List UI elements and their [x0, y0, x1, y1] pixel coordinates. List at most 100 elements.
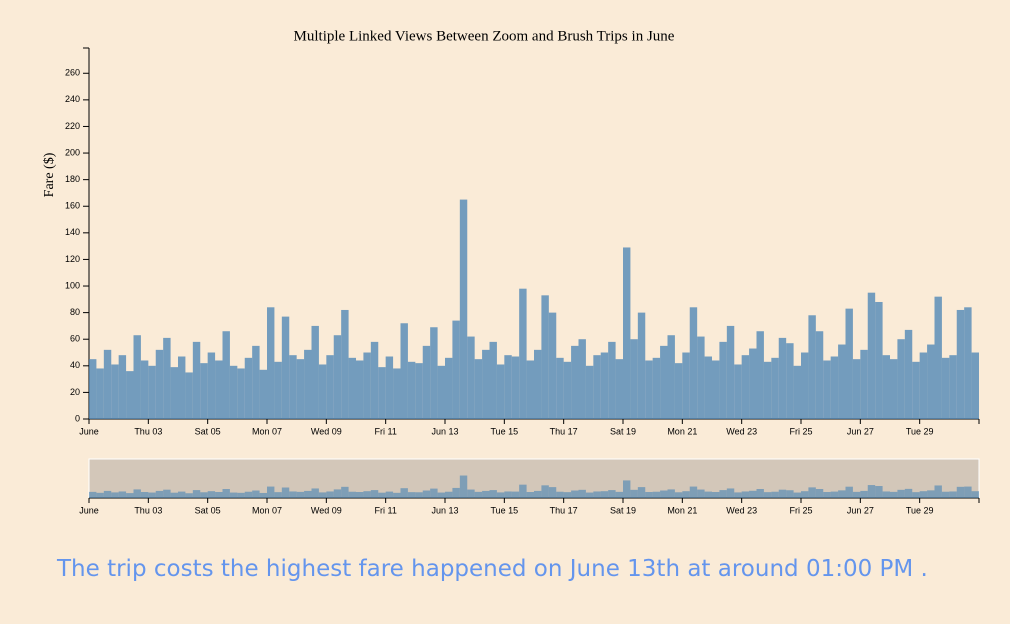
context-bar — [267, 486, 275, 498]
bar — [971, 352, 979, 419]
context-bar — [793, 492, 801, 498]
bar — [244, 357, 253, 419]
context-bar — [541, 485, 549, 498]
context-bar — [637, 487, 646, 498]
context-bar — [504, 491, 512, 498]
context-bar — [534, 490, 542, 498]
context-bar — [912, 492, 920, 498]
context-bar — [660, 490, 668, 498]
bar — [860, 349, 868, 419]
bar — [526, 360, 534, 419]
bar — [660, 345, 668, 419]
context-x-tick-label: Jun 27 — [847, 505, 874, 515]
context-bar — [192, 490, 201, 498]
bar — [407, 361, 416, 419]
chart: Multiple Linked Views Between Zoom and B… — [42, 28, 980, 515]
bar — [437, 365, 445, 419]
bar — [111, 364, 119, 419]
context-bar — [140, 492, 149, 498]
bar — [712, 360, 720, 419]
bar — [645, 360, 653, 419]
context-x-tick-label: Tue 15 — [490, 505, 518, 515]
context-bar — [749, 490, 757, 498]
x-tick-label: Jun 13 — [431, 426, 458, 436]
context-bar — [815, 489, 824, 498]
context-bar — [526, 492, 534, 498]
bar — [534, 349, 542, 419]
context-bar — [385, 491, 394, 498]
bar — [652, 357, 661, 419]
bar — [771, 357, 779, 419]
bar — [956, 309, 965, 419]
context-bar — [726, 488, 735, 498]
context-bar — [489, 490, 497, 498]
x-tick-label: Thu 17 — [550, 426, 578, 436]
context-bar — [563, 492, 572, 498]
y-tick-label: 60 — [70, 334, 80, 344]
bar — [148, 365, 156, 419]
context-bar — [111, 492, 119, 498]
context-bar — [838, 490, 846, 498]
y-tick-label: 40 — [70, 360, 80, 370]
bar — [326, 355, 334, 419]
bar — [170, 367, 178, 419]
context-bar — [215, 492, 223, 498]
bar — [318, 364, 327, 419]
bar — [504, 355, 512, 419]
context-bar — [860, 490, 868, 498]
y-tick-label: 20 — [70, 387, 80, 397]
context-bar — [430, 488, 438, 498]
bar — [178, 356, 186, 419]
bar — [578, 339, 586, 419]
bar — [882, 355, 890, 419]
context-bar — [311, 488, 319, 498]
context-bar — [89, 491, 97, 498]
context-x-tick-label: Fri 25 — [789, 505, 812, 515]
bar — [304, 349, 312, 419]
bar — [934, 296, 942, 419]
context-bar — [289, 491, 297, 498]
context-bar — [304, 490, 312, 498]
context-bar — [356, 492, 364, 498]
context-bar — [363, 491, 371, 498]
bar — [489, 341, 497, 419]
bar — [556, 357, 564, 419]
bar — [845, 308, 853, 419]
y-axis-label: Fare ($) — [42, 152, 57, 197]
context-bar — [259, 492, 267, 498]
bar — [89, 359, 97, 419]
bar — [793, 365, 801, 419]
bar — [207, 352, 216, 419]
y-tick-label: 100 — [65, 280, 80, 290]
context-bar — [919, 491, 928, 498]
context-bar — [185, 493, 193, 498]
context-bar — [370, 490, 379, 498]
bar — [548, 312, 557, 419]
bar — [593, 355, 601, 419]
context-bar — [897, 489, 905, 498]
bar — [571, 345, 579, 419]
bar — [452, 320, 460, 419]
context-bar — [852, 491, 861, 498]
context-x-tick-label: Mon 07 — [252, 505, 282, 515]
context-bar — [200, 492, 208, 498]
context-bar — [163, 489, 171, 498]
context-bar — [422, 490, 431, 498]
context-bar — [437, 492, 445, 498]
bar — [927, 344, 935, 419]
context-bar — [704, 491, 712, 498]
bar — [838, 344, 846, 419]
bar — [185, 372, 193, 419]
y-tick-label: 180 — [65, 174, 80, 184]
context-bar — [155, 490, 164, 498]
bar — [719, 341, 727, 419]
context-bar — [801, 491, 809, 498]
y-tick-label: 120 — [65, 254, 80, 264]
context-bar — [133, 489, 141, 498]
bar — [801, 352, 809, 419]
bar — [830, 356, 839, 419]
context-bar — [244, 491, 253, 498]
bar — [237, 368, 245, 419]
context-bar — [719, 490, 727, 498]
context-bar — [904, 488, 913, 498]
